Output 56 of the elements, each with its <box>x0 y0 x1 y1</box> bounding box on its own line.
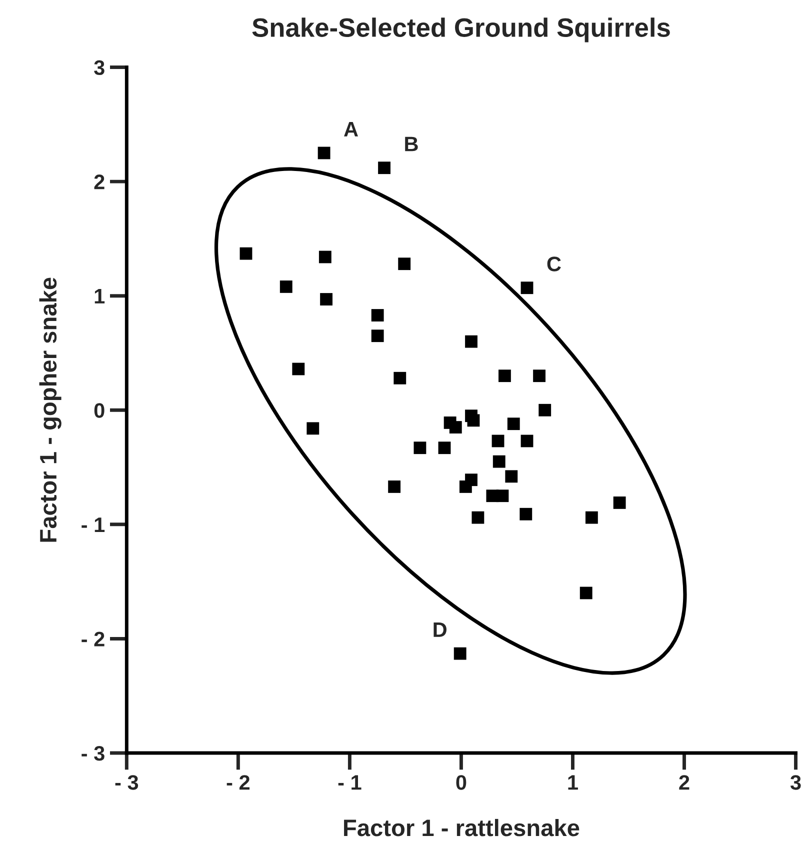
point <box>459 480 472 493</box>
point <box>318 250 332 264</box>
x-tick-label: 2 <box>679 775 690 790</box>
point <box>505 470 518 483</box>
point <box>507 418 520 430</box>
point <box>318 146 330 160</box>
point <box>454 647 466 660</box>
y-tick-label: - 3 <box>82 746 104 761</box>
point <box>306 422 320 435</box>
point <box>371 309 384 322</box>
point <box>498 370 511 382</box>
point <box>388 480 401 493</box>
point <box>449 421 462 434</box>
point <box>580 586 592 600</box>
x-tick-label: 3 <box>790 775 801 790</box>
point <box>398 258 411 270</box>
point <box>520 434 534 448</box>
x-tick-label: - 2 <box>226 775 250 790</box>
annotation: C <box>547 256 561 272</box>
point <box>520 508 532 520</box>
y-axis-title: Factor 1 - gopher snake <box>39 278 62 542</box>
point <box>414 442 426 454</box>
point <box>320 293 332 306</box>
y-tick-label: 2 <box>94 174 104 190</box>
point <box>280 280 292 293</box>
y-tick-label: 1 <box>94 289 105 304</box>
chart-title: Snake-Selected Ground Squirrels <box>252 18 670 42</box>
point <box>371 330 384 342</box>
x-tick-label: - 3 <box>115 775 138 790</box>
x-tick-label: 1 <box>568 775 578 790</box>
point <box>520 282 534 294</box>
point <box>496 490 509 502</box>
x-tick-label: 0 <box>456 775 466 790</box>
point <box>492 455 506 468</box>
point <box>492 434 504 448</box>
point <box>585 511 598 524</box>
point <box>613 496 626 509</box>
x-axis-title: Factor 1 - rattlesnake <box>344 818 580 836</box>
y-tick-label: - 2 <box>82 632 104 646</box>
point <box>292 362 305 376</box>
point <box>438 442 451 454</box>
y-tick-label: 3 <box>94 60 104 76</box>
point <box>240 247 252 260</box>
point <box>538 404 552 416</box>
y-tick-label: - 1 <box>82 518 105 532</box>
point <box>533 370 546 382</box>
annotation: B <box>405 136 418 152</box>
annotation: D <box>434 622 446 637</box>
point <box>378 162 390 174</box>
point <box>394 372 406 384</box>
y-tick-label: 0 <box>94 403 104 418</box>
annotation: A <box>344 122 358 136</box>
point <box>472 511 484 524</box>
point <box>467 414 480 427</box>
x-tick-label: - 1 <box>338 775 362 790</box>
point <box>465 335 478 348</box>
